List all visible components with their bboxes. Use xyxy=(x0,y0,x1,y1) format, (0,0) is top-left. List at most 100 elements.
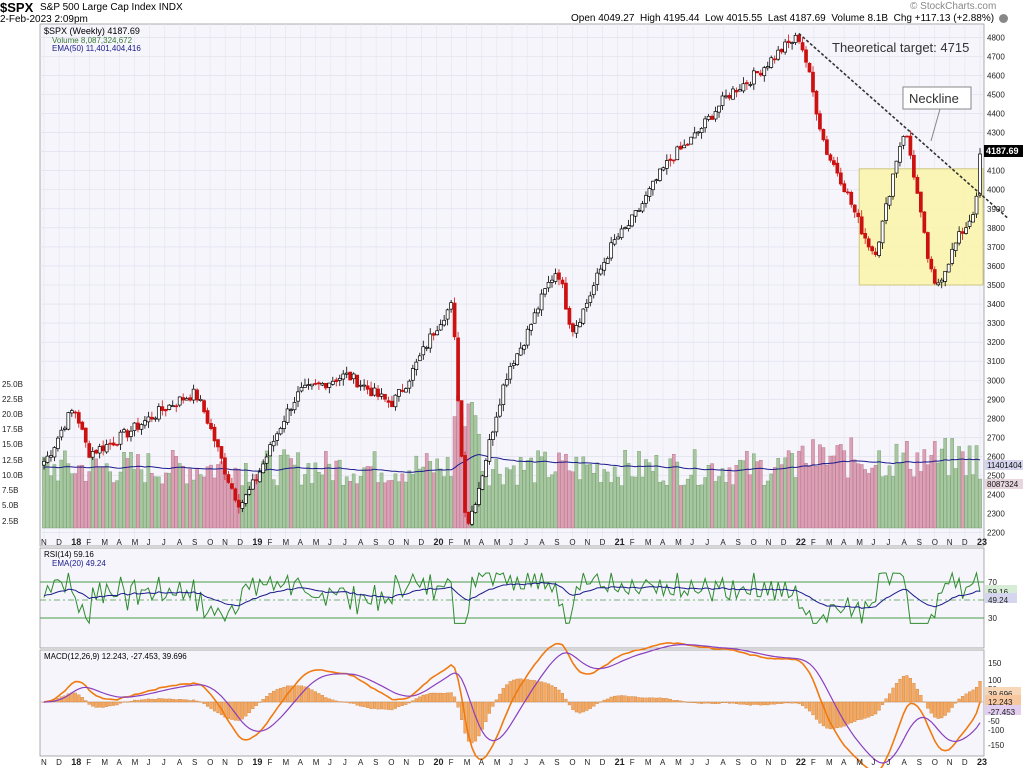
volume-bar xyxy=(59,459,64,529)
macd-histogram-bar xyxy=(112,701,116,706)
candle-body xyxy=(793,34,798,43)
volume-bar xyxy=(943,438,948,529)
volume-bar xyxy=(414,455,419,529)
volume-bar xyxy=(644,459,648,529)
volume-bar xyxy=(971,474,975,529)
volume-bar xyxy=(494,459,499,529)
macd-histogram-bar xyxy=(446,692,450,703)
candle-body xyxy=(52,447,57,458)
macd-value-tag xyxy=(985,705,1021,715)
price-tick-label: 3300 xyxy=(987,319,1005,328)
macd-histogram-bar xyxy=(755,701,759,705)
volume-bar xyxy=(557,452,561,529)
candle-body xyxy=(372,387,377,396)
candle-body xyxy=(818,113,822,130)
candle-body xyxy=(313,383,318,385)
x-tick-label: N xyxy=(584,758,590,767)
volume-bar xyxy=(504,467,509,529)
x-tick-label: A xyxy=(177,758,183,767)
x-tick-label: 18 xyxy=(71,537,81,547)
volume-bar xyxy=(303,474,307,529)
macd-histogram-bar xyxy=(818,701,822,724)
macd-histogram-bar xyxy=(411,700,415,703)
candle-body xyxy=(877,241,881,256)
x-tick-label: S xyxy=(917,538,922,547)
candle-body xyxy=(950,248,955,264)
volume-bar xyxy=(870,467,874,529)
macd-histogram-bar xyxy=(860,701,864,720)
last-price-tag xyxy=(984,145,1023,157)
x-tick-label: M xyxy=(856,758,863,767)
macd-histogram-bar xyxy=(661,698,665,703)
price-tick-label: 2600 xyxy=(987,452,1005,461)
volume-bar xyxy=(623,450,627,529)
candle-body xyxy=(717,105,721,113)
volume-bar xyxy=(849,437,854,529)
macd-histogram-bar xyxy=(606,698,610,703)
volume-bar xyxy=(908,468,913,529)
macd-histogram-bar xyxy=(550,685,554,703)
volume-bar xyxy=(167,472,172,529)
macd-histogram-bar xyxy=(379,701,384,710)
candle-body xyxy=(727,95,732,99)
volume-bar xyxy=(738,459,742,529)
volume-bar xyxy=(835,445,840,529)
volume-bar xyxy=(331,480,335,529)
macd-histogram-bar xyxy=(313,691,317,703)
volume-bar xyxy=(456,395,460,529)
candle-body xyxy=(852,204,857,213)
volume-bar xyxy=(898,462,902,529)
x-tick-label: M xyxy=(101,758,108,767)
candle-body xyxy=(748,84,753,86)
settings-icon[interactable] xyxy=(998,13,1008,23)
x-tick-label: M xyxy=(464,538,471,547)
candle-body xyxy=(539,293,544,311)
macd-histogram-bar xyxy=(828,701,832,730)
volume-bar xyxy=(832,455,836,529)
candle-body xyxy=(431,333,436,336)
candle-body xyxy=(494,416,499,433)
volume-bar xyxy=(616,476,620,529)
candle-body xyxy=(484,460,488,478)
candle-body xyxy=(365,385,370,390)
candle-body xyxy=(407,380,412,389)
candle-body xyxy=(936,282,941,286)
candle-body xyxy=(887,196,892,206)
candle-body xyxy=(658,168,662,181)
candle-body xyxy=(564,282,568,310)
price-tick-label: 2500 xyxy=(987,472,1005,481)
volume-value-tag xyxy=(985,460,1023,470)
macd-histogram-bar xyxy=(181,699,185,703)
macd-histogram-bar xyxy=(205,701,210,707)
candle-body xyxy=(111,442,116,446)
x-tick-label: 18 xyxy=(71,757,81,767)
macd-histogram-bar xyxy=(449,692,453,703)
macd-histogram-bar xyxy=(922,701,926,703)
macd-histogram-bar xyxy=(592,701,596,707)
timestamp: 2-Feb-2023 2:09pm xyxy=(0,14,88,25)
x-tick-label: F xyxy=(811,538,816,547)
volume-bar xyxy=(484,475,488,529)
macd-histogram-bar xyxy=(794,701,798,704)
volume-bar xyxy=(856,463,861,529)
macd-histogram-bar xyxy=(400,701,404,706)
x-tick-label: F xyxy=(811,758,816,767)
candle-body xyxy=(369,387,373,397)
candle-body xyxy=(410,368,415,381)
volume-bar xyxy=(428,461,433,529)
volume-bar xyxy=(411,474,415,529)
watermark: © StockCharts.com xyxy=(910,1,997,12)
macd-histogram-bar xyxy=(835,701,839,729)
volume-bar xyxy=(143,482,147,529)
volume-bar xyxy=(786,450,791,529)
x-tick-label: F xyxy=(267,758,272,767)
x-tick-label: M xyxy=(313,538,320,547)
volume-bar xyxy=(640,476,645,529)
macd-histogram-bar xyxy=(143,699,147,703)
candle-body xyxy=(699,128,704,133)
candle-body xyxy=(438,324,443,331)
candle-body xyxy=(156,406,161,420)
volume-bar xyxy=(727,467,732,529)
macd-histogram-bar xyxy=(720,701,725,703)
volume-bar xyxy=(56,480,60,529)
